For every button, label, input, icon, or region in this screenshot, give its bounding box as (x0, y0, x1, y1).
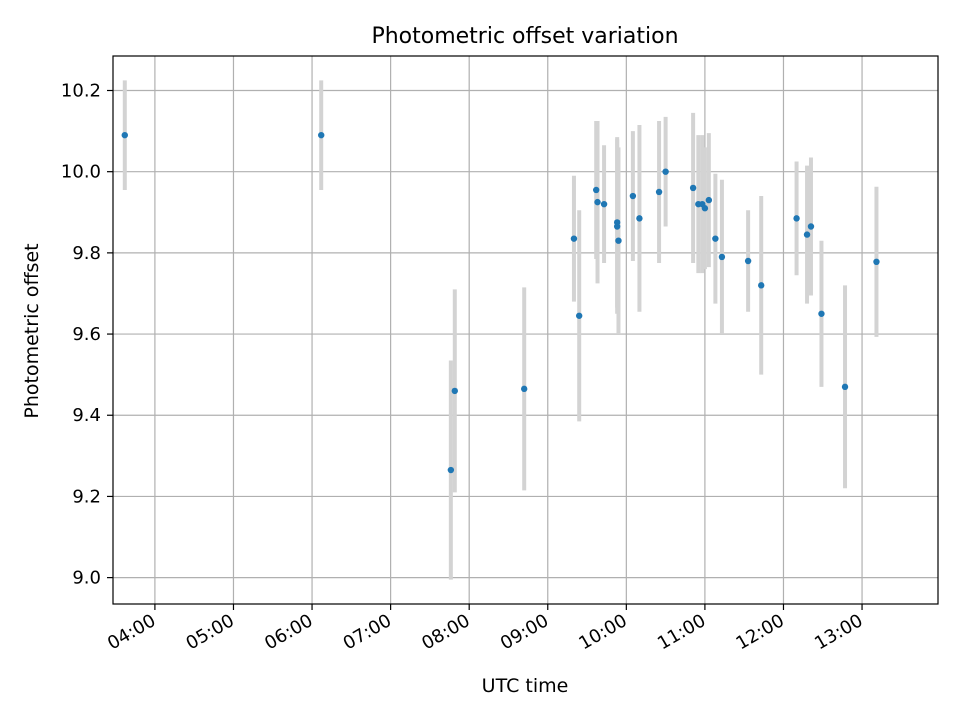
data-point (318, 131, 325, 139)
data-point (705, 196, 713, 204)
data-point (701, 205, 709, 212)
y-tick-label: 9.4 (72, 405, 101, 426)
x-axis-label: UTC time (482, 675, 569, 697)
data-point (613, 223, 621, 230)
data-point (758, 282, 765, 289)
data-point (594, 198, 601, 206)
x-axis-ticks: 04:00 05:00 06:00 07:00 08:00 09:00 10:00 11:00… (104, 604, 867, 654)
data-point (873, 258, 880, 266)
data-point (520, 385, 528, 393)
data-point (793, 215, 800, 222)
data-point (662, 168, 669, 175)
chart-title: Photometric offset variation (371, 24, 678, 49)
point-layer (121, 131, 880, 474)
y-tick-label: 9.0 (72, 568, 101, 589)
x-tick-label: 08:00 (418, 610, 473, 654)
y-tick-label: 9.6 (72, 324, 101, 345)
x-tick-label: 07:00 (340, 610, 395, 654)
x-tick-label: 06:00 (261, 610, 316, 654)
data-point (451, 387, 458, 395)
x-tick-label: 11:00 (654, 610, 709, 654)
data-point (593, 186, 600, 194)
y-axis-label: Photometric offset (21, 243, 43, 418)
y-tick-label: 10.0 (61, 162, 101, 183)
data-point (818, 310, 825, 317)
data-point (807, 223, 815, 230)
data-point (744, 257, 752, 265)
errorbar-layer (122, 80, 879, 580)
x-tick-label: 10:00 (575, 610, 630, 654)
data-point (629, 192, 637, 200)
y-tick-label: 9.8 (72, 243, 101, 264)
plot-frame (112, 55, 939, 605)
x-tick-label: 05:00 (183, 610, 238, 654)
data-point (841, 383, 849, 391)
data-point (803, 231, 811, 238)
y-axis-ticks: 9.0 9.2 9.4 9.6 9.8 10.0 10.2 (61, 81, 113, 589)
data-point (636, 215, 643, 222)
y-tick-label: 9.2 (72, 486, 101, 507)
data-point (447, 466, 455, 474)
data-point (121, 131, 128, 139)
x-tick-label: 04:00 (104, 610, 159, 654)
data-point (600, 200, 608, 208)
data-point (689, 184, 697, 192)
data-point (712, 235, 719, 242)
x-tick-label: 13:00 (811, 610, 866, 654)
x-tick-label: 09:00 (497, 610, 552, 654)
data-point (570, 235, 578, 242)
data-point (655, 188, 663, 196)
x-tick-label: 12:00 (733, 610, 788, 654)
data-point (718, 253, 726, 261)
y-tick-label: 10.2 (61, 81, 101, 102)
data-point (575, 312, 583, 319)
data-point (615, 237, 622, 244)
